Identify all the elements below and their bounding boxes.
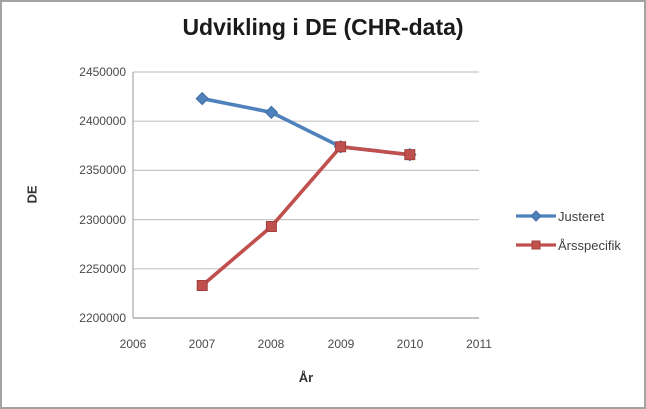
square-marker[interactable] bbox=[335, 141, 347, 153]
x-axis-title: År bbox=[298, 370, 314, 385]
x-tick-label: 2006 bbox=[119, 337, 147, 351]
x-tick-label: 2008 bbox=[257, 337, 285, 351]
legend-label: Årsspecifik bbox=[558, 237, 621, 253]
x-tick-label: 2011 bbox=[466, 337, 492, 351]
chart-title: Udvikling i DE (CHR-data) bbox=[182, 14, 464, 40]
square-marker[interactable] bbox=[265, 220, 277, 232]
legend-item-aarsspecifik[interactable]: Årsspecifik bbox=[516, 235, 621, 255]
y-tick-label: 2450000 bbox=[79, 65, 126, 79]
y-tick-label: 2200000 bbox=[79, 311, 126, 325]
square-marker[interactable] bbox=[196, 280, 208, 292]
legend-item-justeret[interactable]: Justeret bbox=[516, 206, 621, 226]
x-tick-label: 2010 bbox=[396, 337, 424, 351]
y-tick-label: 2350000 bbox=[79, 163, 126, 177]
y-tick-label: 2300000 bbox=[79, 213, 126, 227]
x-tick-label: 2007 bbox=[188, 337, 216, 351]
x-tick-label: 2009 bbox=[327, 337, 355, 351]
square-marker[interactable] bbox=[404, 149, 416, 161]
legend: Justeret Årsspecifik bbox=[516, 206, 621, 255]
diamond-marker[interactable] bbox=[264, 105, 279, 120]
diamond-marker[interactable] bbox=[530, 210, 542, 222]
y-tick-label: 2400000 bbox=[79, 114, 126, 128]
legend-line-marker-icon bbox=[516, 210, 556, 222]
square-marker[interactable] bbox=[531, 240, 541, 250]
legend-label: Justeret bbox=[558, 208, 605, 224]
series-line-1[interactable] bbox=[200, 144, 412, 288]
legend-line-marker-icon bbox=[516, 240, 556, 250]
series-line-0[interactable] bbox=[200, 96, 412, 157]
diamond-marker[interactable] bbox=[195, 91, 209, 106]
y-tick-label: 2250000 bbox=[79, 262, 126, 276]
y-axis-title: DE bbox=[24, 185, 40, 204]
